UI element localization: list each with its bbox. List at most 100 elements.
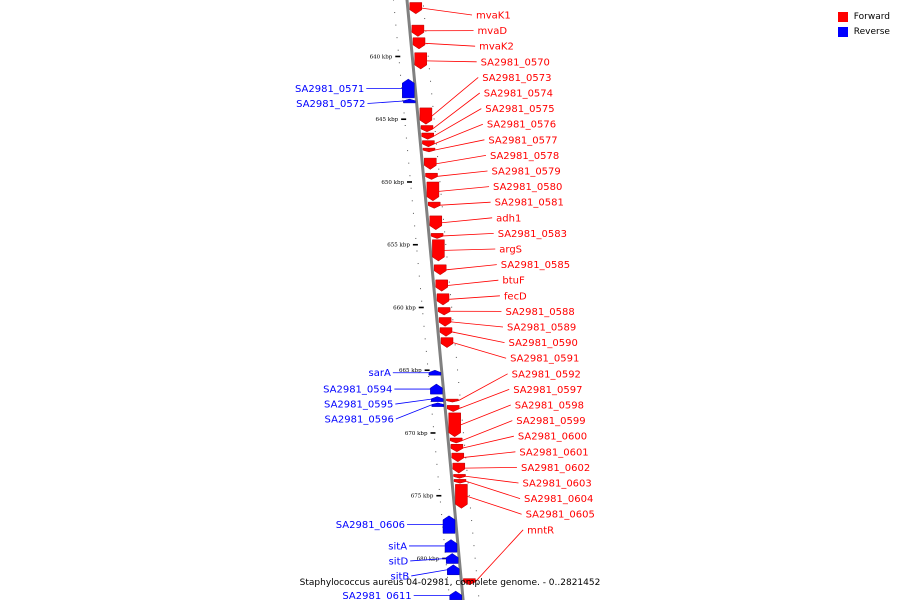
tick-label: 670 kbp [405, 431, 428, 437]
gene-label[interactable]: SA2981_0573 [482, 73, 551, 84]
gene-arrow[interactable] [414, 52, 427, 70]
gene-label[interactable]: SA2981_0571 [295, 84, 364, 95]
gene-arrow[interactable] [422, 140, 435, 148]
gene-arrow[interactable] [437, 307, 451, 316]
gene-arrow[interactable] [436, 293, 450, 306]
gene-arrow[interactable] [424, 157, 437, 170]
gene-label[interactable]: SA2981_0600 [518, 432, 587, 443]
gene-label[interactable]: SA2981_0606 [336, 520, 405, 531]
gene-arrow[interactable] [433, 264, 447, 276]
gene-arrow[interactable] [419, 107, 433, 125]
gene-arrow[interactable] [444, 539, 458, 553]
legend-label-forward: Forward [853, 11, 890, 22]
gene-label[interactable]: SA2981_0589 [507, 323, 576, 334]
gene-arrow[interactable] [409, 2, 423, 15]
gene-label[interactable]: mvaD [478, 26, 508, 37]
gene-label[interactable]: SA2981_0611 [342, 591, 411, 600]
label-leader [395, 398, 432, 405]
gene-label[interactable]: SA2981_0596 [325, 415, 394, 426]
gene-arrow[interactable] [430, 233, 444, 239]
gene-arrow[interactable] [452, 462, 466, 474]
gene-arrow[interactable] [402, 78, 415, 99]
gene-arrow[interactable] [412, 37, 426, 50]
gene-arrow[interactable] [453, 474, 466, 479]
gene-arrow[interactable] [446, 398, 459, 403]
gene-arrow[interactable] [411, 24, 425, 37]
gene-arrow[interactable] [425, 172, 438, 180]
label-leader [465, 480, 521, 499]
gene-label[interactable]: SA2981_0595 [324, 400, 393, 411]
gene-arrow[interactable] [463, 578, 476, 586]
gene-label[interactable]: SA2981_0601 [519, 447, 588, 458]
gene-label[interactable]: SA2981_0574 [484, 89, 553, 100]
gene-label[interactable]: SA2981_0581 [495, 198, 564, 209]
gene-arrow[interactable] [451, 452, 465, 463]
gene-label[interactable]: SA2981_0570 [481, 57, 550, 68]
gene-label[interactable]: sitD [389, 556, 409, 567]
gene-label[interactable]: mntR [527, 525, 554, 536]
gene-label[interactable]: sitB [390, 571, 409, 582]
gene-arrow[interactable] [453, 479, 467, 484]
gene-label[interactable]: SA2981_0599 [516, 416, 585, 427]
gene-label[interactable]: adh1 [496, 213, 521, 224]
gene-label[interactable]: SA2981_0579 [492, 167, 561, 178]
gene-arrow[interactable] [455, 484, 468, 509]
gene-arrow[interactable] [449, 590, 462, 600]
gene-label[interactable]: SA2981_0585 [501, 260, 570, 271]
gene-label[interactable]: SA2981_0576 [487, 120, 556, 131]
gene-arrow[interactable] [440, 337, 454, 348]
genome-caption: Staphylococcus aureus 04-02981, complete… [299, 578, 601, 588]
gene-arrow[interactable] [430, 383, 443, 395]
gene-label[interactable]: SA2981_0588 [505, 307, 574, 318]
gene-label[interactable]: SA2981_0597 [513, 385, 582, 396]
gene-label[interactable]: SA2981_0602 [521, 463, 590, 474]
gene-arrow[interactable] [446, 405, 460, 412]
gene-arrow[interactable] [429, 215, 443, 231]
gene-label[interactable]: sitA [388, 541, 407, 552]
gene-label[interactable]: SA2981_0603 [523, 479, 592, 490]
gene-label[interactable]: sarA [369, 368, 391, 379]
gene-arrow[interactable] [427, 201, 441, 209]
gene-label[interactable]: mvaK2 [479, 42, 514, 53]
gene-label[interactable]: argS [499, 245, 522, 256]
gene-arrow[interactable] [420, 125, 434, 133]
gene-arrow[interactable] [428, 369, 442, 376]
gene-label[interactable]: SA2981_0578 [490, 151, 559, 162]
label-leader [462, 435, 514, 449]
gene-label[interactable]: SA2981_0580 [493, 182, 562, 193]
tick-label: 650 kbp [381, 180, 404, 186]
gene-arrow[interactable] [426, 181, 440, 202]
gene-label[interactable]: SA2981_0591 [510, 354, 579, 365]
gene-label[interactable]: mvaK1 [476, 11, 511, 22]
gene-arrow[interactable] [439, 327, 453, 337]
gene-arrow[interactable] [448, 412, 461, 438]
gene-label[interactable]: SA2981_0604 [524, 494, 593, 505]
gene-label[interactable]: SA2981_0605 [526, 510, 595, 521]
gene-arrow[interactable] [435, 279, 448, 292]
gene-arrow[interactable] [445, 553, 459, 564]
label-leader [431, 77, 479, 117]
gene-label[interactable]: SA2981_0577 [488, 135, 557, 146]
gene-label[interactable]: btuF [502, 276, 525, 287]
gene-label[interactable]: SA2981_0592 [512, 369, 581, 380]
label-leader [475, 529, 524, 582]
gene-arrow[interactable] [431, 402, 445, 407]
gene-arrow[interactable] [449, 437, 463, 444]
gene-arrow[interactable] [450, 444, 464, 453]
gene-label[interactable]: SA2981_0594 [323, 385, 392, 396]
gene-arrow[interactable] [422, 147, 436, 153]
gene-arrow[interactable] [421, 132, 434, 140]
gene-arrow[interactable] [447, 564, 460, 576]
gene-arrow[interactable] [442, 515, 456, 534]
legend-item-forward: Forward [837, 9, 890, 24]
gene-label[interactable]: SA2981_0575 [485, 104, 554, 115]
gene-label[interactable]: SA2981_0598 [515, 401, 584, 412]
gene-arrow[interactable] [432, 239, 445, 262]
gene-label[interactable]: SA2981_0572 [296, 99, 365, 110]
gene-label[interactable]: fecD [504, 291, 527, 302]
gene-arrow[interactable] [431, 396, 444, 402]
gene-arrow[interactable] [403, 98, 416, 104]
gene-arrow[interactable] [438, 317, 452, 327]
gene-label[interactable]: SA2981_0590 [509, 338, 578, 349]
gene-label[interactable]: SA2981_0583 [498, 229, 567, 240]
